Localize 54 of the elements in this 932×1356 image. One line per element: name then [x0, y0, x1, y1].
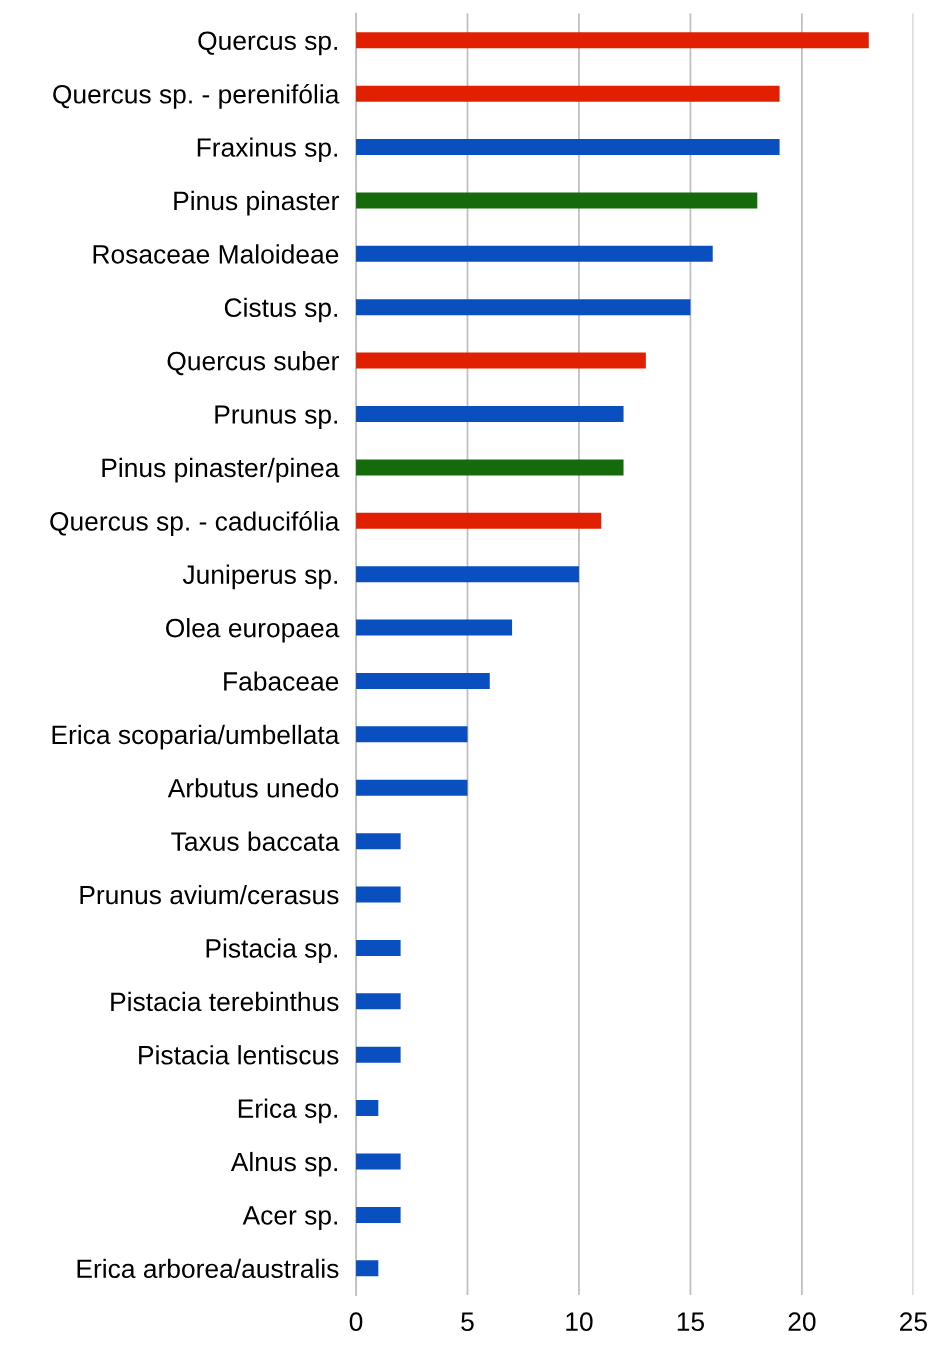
y-tick-label: Taxus baccata — [171, 831, 340, 851]
y-tick-label: Olea europaea — [166, 618, 340, 643]
bar — [356, 1100, 379, 1117]
y-tick-label: Quercus sp. - caducifólia — [50, 511, 340, 536]
y-tick-label: Acer sp. — [242, 1206, 337, 1230]
bar — [356, 779, 468, 796]
bar — [356, 192, 758, 209]
bar — [356, 619, 513, 636]
x-tick-label: 10 — [566, 1312, 593, 1332]
bar — [356, 405, 624, 423]
y-tick-label: Alnus sp. — [230, 1151, 337, 1177]
y-tick-label: Quercus sp. - perenifólia — [53, 83, 340, 109]
bar — [356, 459, 624, 476]
bar — [356, 672, 490, 689]
y-tick-label: Pistacia lentiscus — [139, 1045, 339, 1065]
y-tick-label: Fraxinus sp. — [197, 137, 337, 163]
y-tick-label: Arbutus unedo — [167, 778, 339, 798]
y-tick-label: Quercus suber — [167, 351, 339, 376]
x-tick-label: 25 — [900, 1312, 927, 1332]
bar — [356, 939, 401, 956]
x-tick-label: 20 — [788, 1312, 816, 1332]
bar — [356, 32, 869, 49]
bar — [356, 1153, 401, 1170]
bar — [356, 1260, 379, 1277]
y-tick-label: Pistacia sp. — [206, 938, 337, 963]
bar — [356, 726, 468, 743]
y-tick-label: Erica arborea/australis — [77, 1258, 339, 1279]
y-tick-label: Pinus pinaster/pinea — [102, 457, 340, 483]
y-tick-label: Rosaceae Maloideae — [93, 244, 339, 264]
bar — [356, 993, 401, 1010]
x-tick-label: 0 — [349, 1312, 363, 1332]
bar — [356, 299, 691, 316]
x-tick-label: 15 — [677, 1312, 704, 1332]
bar — [356, 512, 602, 529]
bar — [356, 85, 780, 102]
y-tick-label: Erica scoparia/umbellata — [52, 724, 340, 750]
y-tick-label: Prunus avium/cerasus — [80, 884, 339, 905]
bar — [356, 245, 713, 262]
y-tick-label: Fabaceae — [224, 671, 339, 691]
y-tick-label: Pistacia terebinthus — [111, 991, 339, 1012]
bar — [356, 1046, 401, 1063]
y-tick-label: Erica sp. — [238, 1098, 337, 1124]
bar — [356, 886, 401, 903]
bar — [356, 566, 579, 583]
bar — [356, 1206, 401, 1223]
bar — [356, 833, 401, 850]
bar — [356, 352, 646, 369]
y-tick-label: Prunus sp. — [215, 405, 337, 430]
y-tick-label: Quercus sp. — [198, 31, 337, 56]
y-tick-label: Pinus pinaster — [174, 190, 339, 216]
x-tick-label: 5 — [461, 1312, 474, 1332]
bar — [356, 139, 780, 156]
y-tick-label: Juniperus sp. — [182, 564, 337, 590]
y-tick-label: Cistus sp. — [224, 297, 337, 323]
